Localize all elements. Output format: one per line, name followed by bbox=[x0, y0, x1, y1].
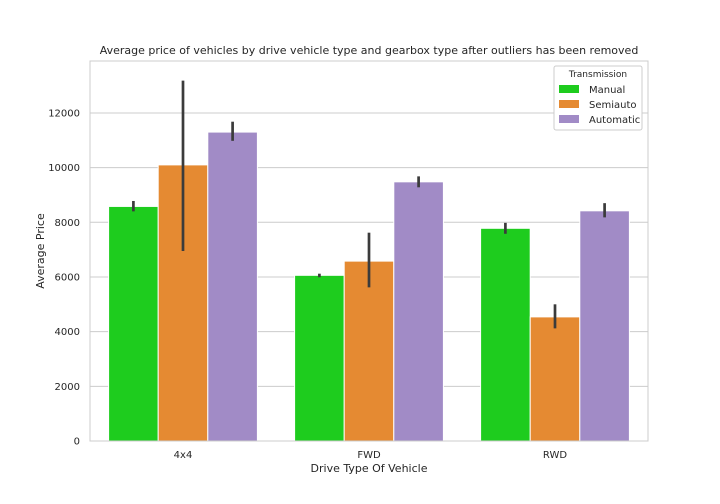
legend-swatch-manual bbox=[559, 85, 579, 93]
x-tick-labels: 4x4 FWD RWD bbox=[174, 450, 568, 461]
y-tick-label: 4000 bbox=[55, 327, 80, 338]
error-bars-group bbox=[132, 80, 606, 329]
x-tick-label: FWD bbox=[357, 450, 381, 461]
chart-title: Average price of vehicles by drive vehic… bbox=[100, 44, 639, 57]
y-tick-label: 10000 bbox=[48, 163, 80, 174]
bar-automatic-fwd bbox=[393, 181, 444, 442]
legend-box bbox=[553, 65, 643, 131]
plot-frame bbox=[89, 60, 649, 442]
legend-label-automatic: Automatic bbox=[589, 115, 640, 126]
x-tick-label: 4x4 bbox=[174, 450, 193, 461]
bars-group bbox=[108, 131, 630, 442]
legend-title: Transmission bbox=[568, 70, 627, 80]
bar-manual-4x4 bbox=[108, 205, 159, 442]
legend-items: Manual Semiauto Automatic bbox=[559, 85, 640, 126]
bar-semiauto-rwd bbox=[529, 316, 581, 442]
legend: Transmission Manual Semiauto Automatic bbox=[553, 65, 643, 131]
bar-automatic-4x4 bbox=[207, 131, 258, 442]
x-tick-label: RWD bbox=[543, 450, 567, 461]
y-axis-label: Average Price bbox=[34, 213, 47, 289]
y-tick-label: 12000 bbox=[48, 108, 80, 119]
legend-label-semiauto: Semiauto bbox=[589, 100, 637, 111]
y-tick-label: 6000 bbox=[55, 272, 80, 283]
bar-manual-rwd bbox=[480, 227, 531, 442]
bar-semiauto-fwd bbox=[343, 260, 395, 442]
legend-swatch-semiauto bbox=[559, 100, 579, 108]
y-tick-labels: 0 2000 4000 6000 8000 10000 12000 bbox=[48, 108, 80, 447]
x-axis-label: Drive Type Of Vehicle bbox=[311, 462, 428, 475]
y-tick-label: 0 bbox=[74, 437, 80, 448]
bar-automatic-rwd bbox=[579, 210, 630, 442]
legend-label-manual: Manual bbox=[589, 85, 625, 96]
bar-manual-fwd bbox=[294, 274, 345, 442]
y-tick-label: 2000 bbox=[55, 382, 80, 393]
y-tick-label: 8000 bbox=[55, 218, 80, 229]
legend-swatch-automatic bbox=[559, 115, 579, 123]
